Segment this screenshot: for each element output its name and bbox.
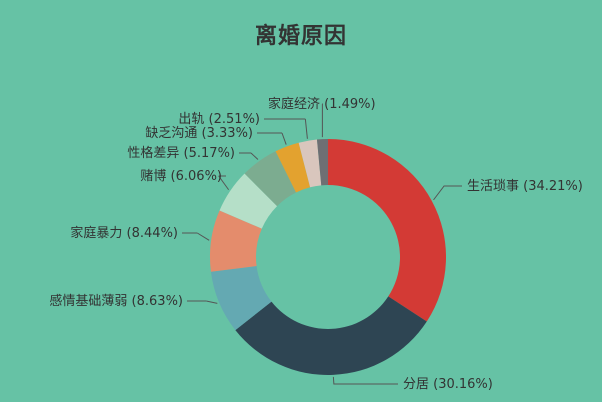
slice-label-9: 家庭经济 (1.49%)	[268, 96, 376, 112]
slice-labels: 生活琐事 (34.21%) 分居 (30.16%) 感情基础薄弱 (8.63%) 家庭…	[49, 96, 582, 392]
leader-line-6	[250, 152, 259, 160]
chart-title: 离婚原因	[254, 24, 347, 49]
slice-8[interactable]	[298, 139, 322, 188]
leader-line-2	[332, 376, 398, 385]
slice-6[interactable]	[244, 151, 296, 207]
slice-7[interactable]	[275, 142, 311, 193]
slice-label-4: 家庭暴力 (8.44%)	[70, 225, 178, 241]
slice-label-3: 感情基础薄弱 (8.63%)	[49, 293, 183, 309]
slice-label-6: 性格差异 (5.17%)	[127, 145, 235, 161]
slice-label-7: 缺乏沟通 (3.33%)	[145, 126, 253, 141]
slice-label-1: 生活琐事 (34.21%)	[467, 178, 583, 194]
leader-line-4	[197, 232, 210, 241]
leader-line-7	[281, 132, 287, 145]
leader-lines	[182, 103, 462, 385]
slice-label-8: 出轨 (2.51%)	[178, 112, 260, 127]
leader-line-3	[206, 300, 218, 304]
slice-3[interactable]	[210, 266, 272, 331]
slice-9[interactable]	[316, 139, 328, 186]
leader-line-8	[304, 118, 308, 139]
slice-2[interactable]	[235, 296, 427, 375]
slice-label-5: 赌博 (6.06%)	[140, 169, 222, 184]
slice-1[interactable]	[328, 139, 446, 322]
slices-group	[210, 139, 446, 375]
slice-5[interactable]	[219, 173, 278, 229]
slice-4[interactable]	[210, 210, 262, 272]
slice-label-2: 分居 (30.16%)	[403, 377, 493, 392]
leader-line-1	[433, 185, 462, 201]
leader-line-5	[218, 175, 230, 191]
